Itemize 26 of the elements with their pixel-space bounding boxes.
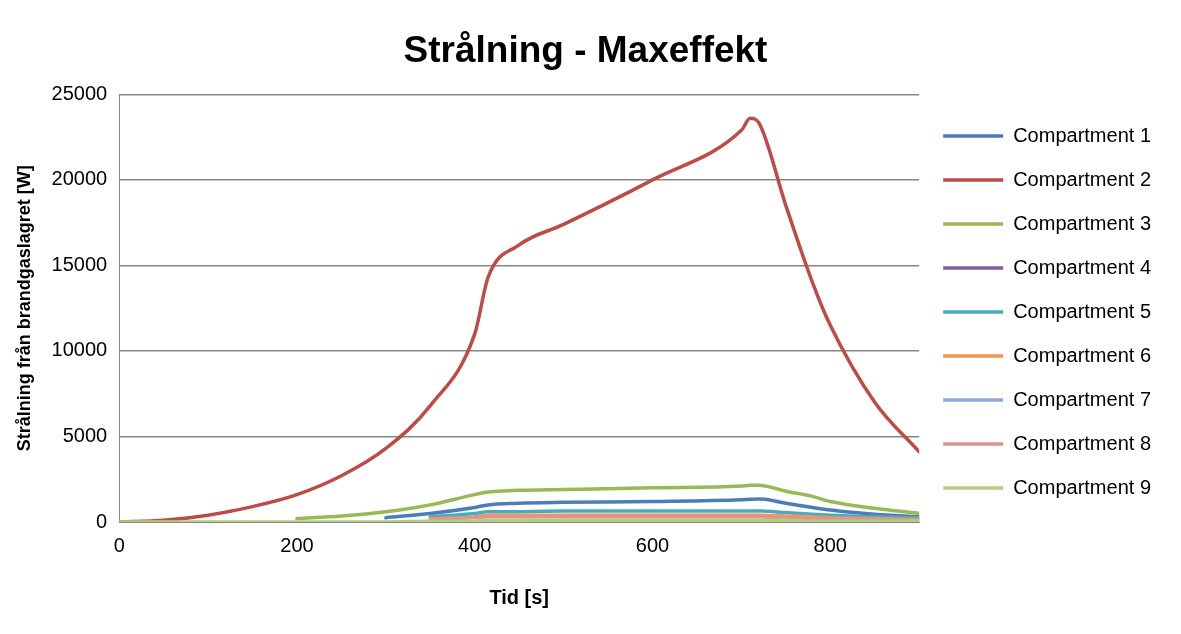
y-tick-label: 0 [96, 509, 108, 532]
line-series [384, 497, 920, 520]
legend-label: Compartment 6 [1013, 343, 1152, 366]
legend-label: Compartment 9 [1013, 475, 1152, 498]
x-tick-label: 0 [113, 533, 125, 556]
legend-label: Compartment 4 [1013, 255, 1152, 278]
x-tick-label: 800 [813, 533, 847, 556]
x-tick-label: 600 [635, 533, 670, 556]
legend-label: Compartment 2 [1013, 167, 1152, 190]
y-tick-label: 5000 [62, 424, 108, 446]
line-series [428, 509, 920, 520]
x-tick-label: 400 [458, 533, 492, 556]
y-tick-label: 25000 [51, 81, 108, 104]
x-axis-title: Tid [s] [489, 585, 550, 608]
line-series [295, 483, 920, 521]
x-tick-label: 200 [280, 533, 314, 556]
legend-label: Compartment 3 [1013, 211, 1152, 234]
y-tick-label: 15000 [51, 252, 108, 275]
y-tick-label: 20000 [51, 167, 108, 190]
legend-label: Compartment 7 [1013, 387, 1152, 410]
y-axis-title: Strålning från brandgaslagret [W] [13, 165, 34, 452]
legend-label: Compartment 5 [1013, 299, 1152, 322]
y-tick-label: 10000 [51, 338, 108, 361]
legend-label: Compartment 1 [1013, 123, 1152, 146]
legend-label: Compartment 8 [1013, 431, 1152, 454]
chart-title: Strålning - Maxeffekt [403, 29, 768, 71]
